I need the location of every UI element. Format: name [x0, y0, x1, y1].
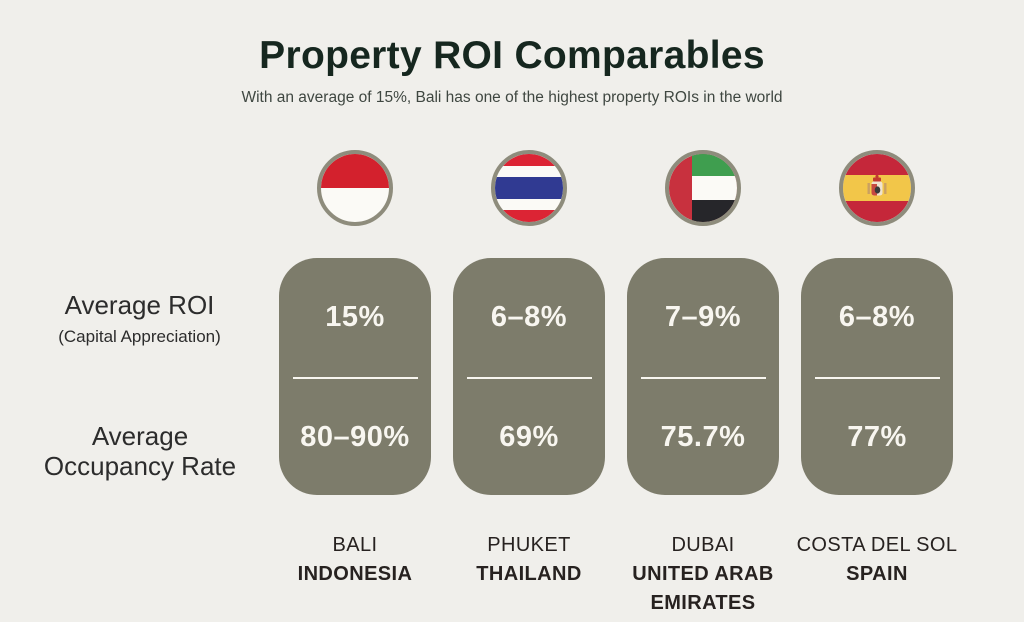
roi-cell: 6–8% — [453, 258, 605, 377]
occupancy-cell: 80–90% — [279, 379, 431, 495]
city-label: BALI — [332, 534, 378, 556]
indonesia-flag-icon — [317, 150, 393, 226]
occupancy-value: 80–90% — [300, 420, 410, 453]
column-costa-del-sol: 6–8% 77% COSTA DEL SOL SPAIN — [797, 150, 957, 618]
country-label: INDONESIA — [297, 563, 413, 585]
column-label-phuket: PHUKET THAILAND — [444, 531, 614, 589]
city-label: COSTA DEL SOL — [796, 534, 958, 556]
roi-cell: 15% — [279, 258, 431, 377]
column-bali: 15% 80–90% BALI INDONESIA — [279, 150, 431, 618]
occupancy-value: 75.7% — [660, 420, 746, 453]
column-phuket: 6–8% 69% PHUKET THAILAND — [453, 150, 605, 618]
stats-card-dubai: 7–9% 75.7% — [627, 258, 779, 495]
comparison-columns: 15% 80–90% BALI INDONESIA — [279, 150, 957, 618]
page-subtitle: With an average of 15%, Bali has one of … — [241, 88, 783, 106]
thailand-flag-icon — [491, 150, 567, 226]
roi-value: 15% — [325, 301, 385, 333]
column-label-costa-del-sol: COSTA DEL SOL SPAIN — [792, 531, 962, 589]
occupancy-value: 77% — [847, 420, 907, 453]
stats-card-bali: 15% 80–90% — [279, 258, 431, 495]
spain-flag-icon — [839, 150, 915, 226]
card-divider — [640, 377, 766, 379]
roi-value: 7–9% — [664, 301, 742, 333]
spain-crest — [867, 174, 887, 196]
roi-cell: 7–9% — [627, 258, 779, 377]
column-label-dubai: DUBAI UNITED ARAB EMIRATES — [618, 531, 788, 618]
country-label: UNITED ARAB EMIRATES — [632, 563, 774, 614]
roi-cell: 6–8% — [801, 258, 953, 377]
page-title: Property ROI Comparables — [259, 34, 765, 78]
stats-card-phuket: 6–8% 69% — [453, 258, 605, 495]
roi-value: 6–8% — [838, 301, 916, 333]
roi-value: 6–8% — [490, 301, 568, 333]
stats-card-costa-del-sol: 6–8% 77% — [801, 258, 953, 495]
occupancy-cell: 75.7% — [627, 379, 779, 495]
city-label: DUBAI — [671, 534, 735, 556]
city-label: PHUKET — [487, 534, 571, 556]
uae-flag-icon — [665, 150, 741, 226]
occupancy-value: 69% — [499, 420, 559, 453]
roi-row-subtitle: (Capital Appreciation) — [58, 327, 221, 346]
occupancy-cell: 69% — [453, 379, 605, 495]
row-label-roi: Average ROI (Capital Appreciation) — [0, 290, 279, 347]
country-label: SPAIN — [846, 563, 908, 585]
column-dubai: 7–9% 75.7% DUBAI UNITED ARAB EMIRATES — [627, 150, 779, 618]
roi-row-title: Average ROI — [64, 290, 215, 320]
column-label-bali: BALI INDONESIA — [270, 531, 440, 589]
card-divider — [814, 377, 940, 379]
country-label: THAILAND — [476, 563, 582, 585]
card-divider — [292, 377, 418, 379]
occupancy-cell: 77% — [801, 379, 953, 495]
card-divider — [466, 377, 592, 379]
row-label-occupancy: Average Occupancy Rate — [43, 421, 237, 481]
